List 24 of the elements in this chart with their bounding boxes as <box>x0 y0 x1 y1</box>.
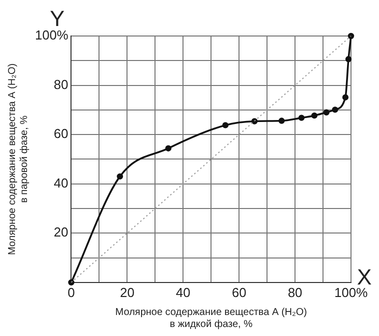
point <box>311 112 318 119</box>
point <box>345 56 352 62</box>
point <box>278 118 285 124</box>
y-axis-title: Молярное содержание вещества А (H₂O) в паровой фазе, % <box>6 63 30 256</box>
point <box>298 114 305 121</box>
x-tick-label: 40 <box>176 284 190 300</box>
point <box>342 94 349 100</box>
y-tick-label: 40 <box>54 175 68 190</box>
y-tick-label: 60 <box>54 126 68 142</box>
point <box>222 122 228 128</box>
x-tick-label: 0 <box>68 284 75 300</box>
y-tick-label: 20 <box>54 224 68 240</box>
point <box>348 32 354 40</box>
point <box>332 106 338 113</box>
point <box>68 279 74 286</box>
y-tick-label: 80 <box>54 76 68 92</box>
x-tick-label: 80 <box>288 284 302 300</box>
x-axis-title: Молярное содержание вещества А (H₂O) в жидкой фазе, % <box>115 306 307 330</box>
x-tick-label: 20 <box>120 284 134 300</box>
point <box>323 109 330 116</box>
x-tick-label: 60 <box>232 284 246 300</box>
point <box>165 145 172 152</box>
point <box>251 118 258 124</box>
point <box>116 173 124 180</box>
